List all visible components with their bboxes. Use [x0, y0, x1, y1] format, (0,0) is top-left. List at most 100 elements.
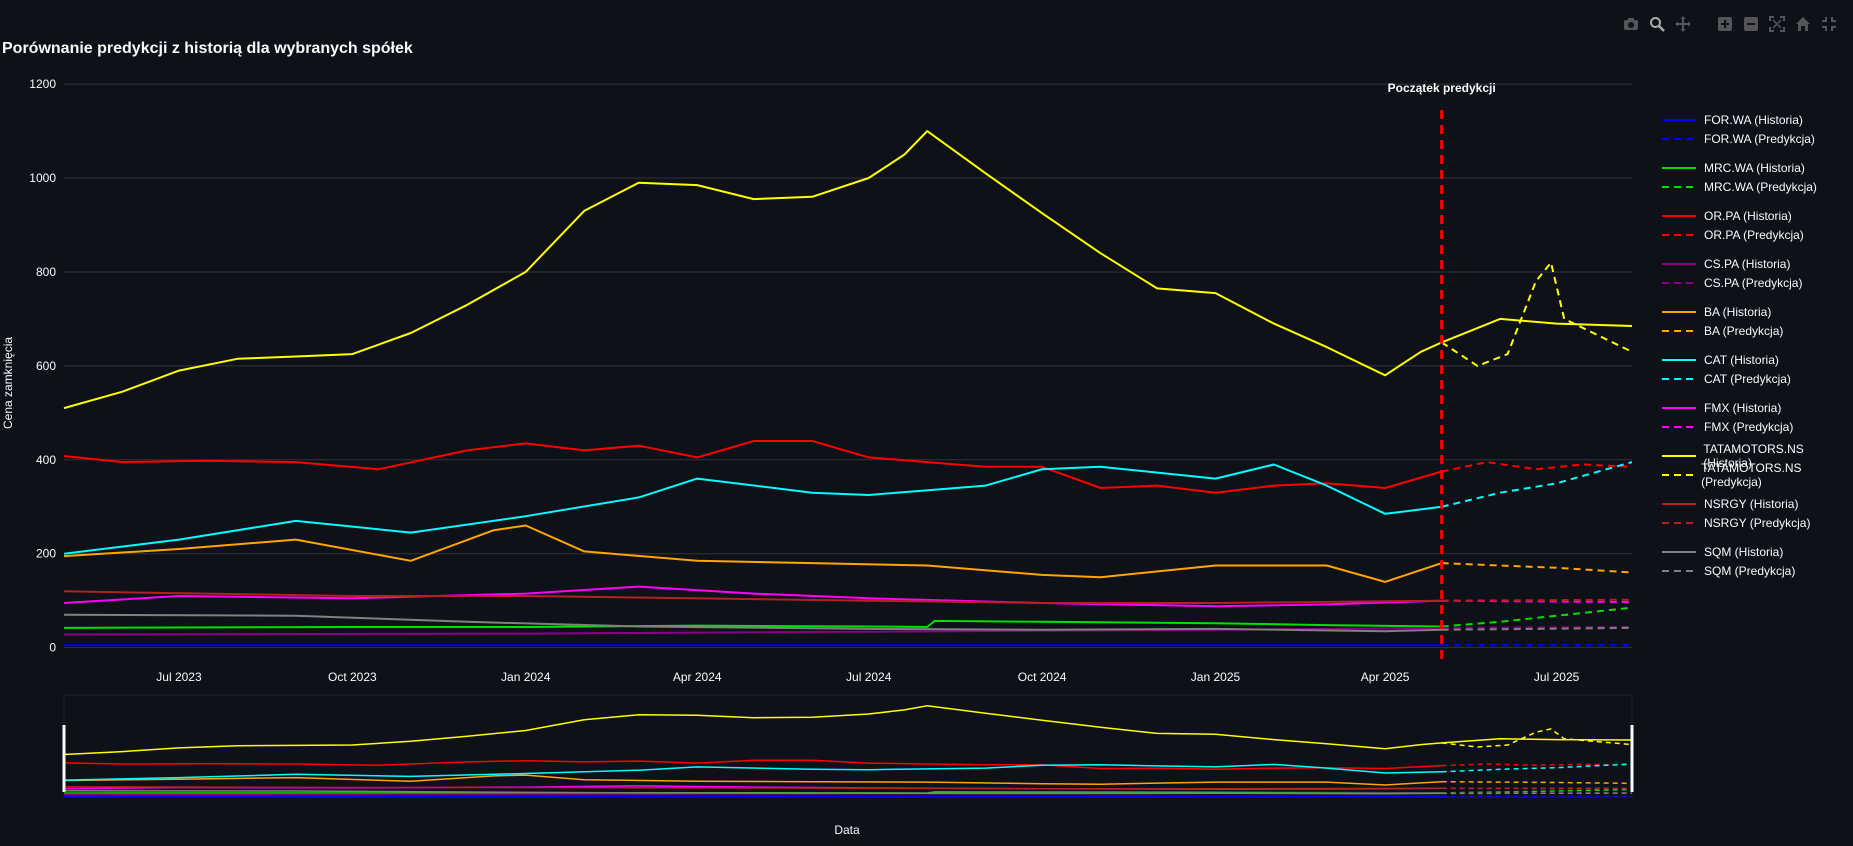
prediction-start-label: Początek predykcji — [1388, 81, 1496, 95]
legend-label: CAT (Historia) — [1704, 352, 1779, 367]
legend-spacer — [1660, 148, 1853, 158]
legend-label: NSRGY (Historia) — [1704, 496, 1799, 511]
legend-swatch — [1662, 137, 1696, 140]
legend-swatch — [1662, 329, 1696, 332]
legend-spacer — [1660, 196, 1853, 206]
series-line-tatamotors-ns-predykcja[interactable] — [1441, 261, 1633, 367]
series-line-cat-historia[interactable] — [63, 463, 1442, 555]
series-line-nsrgy-predykcja[interactable] — [1441, 598, 1633, 602]
legend-swatch — [1662, 310, 1696, 313]
legend-item[interactable]: FOR.WA (Predykcja) — [1660, 129, 1853, 148]
legend-label: CS.PA (Historia) — [1704, 256, 1791, 271]
range-slider-series — [63, 704, 1633, 756]
x-tick-label: Apr 2025 — [1361, 670, 1410, 684]
plot-area[interactable] — [63, 130, 1633, 647]
y-axis-ticks: 0 200 400 600 800 1000 1200 — [29, 77, 56, 655]
legend-item[interactable]: CS.PA (Predykcja) — [1660, 273, 1853, 292]
series-line-ba-predykcja[interactable] — [1441, 562, 1633, 574]
series-line-sqm-predykcja[interactable] — [1441, 626, 1633, 631]
x-axis-ticks: Jul 2023 Oct 2023 Jan 2024 Apr 2024 Jul 2024… — [156, 670, 1579, 684]
legend-label: BA (Historia) — [1704, 304, 1772, 319]
legend-swatch — [1662, 233, 1696, 236]
legend-item[interactable]: TATAMOTORS.NS (Predykcja) — [1660, 461, 1853, 489]
legend-label: OR.PA (Predykcja) — [1704, 227, 1804, 242]
legend-label: SQM (Predykcja) — [1704, 563, 1796, 578]
legend-swatch — [1662, 281, 1696, 284]
series-line-tatamotors-ns-historia[interactable] — [63, 130, 1633, 410]
range-slider-left-handle[interactable] — [62, 725, 66, 792]
x-tick-label: Jul 2025 — [1534, 670, 1580, 684]
legend-item[interactable]: BA (Historia) — [1660, 302, 1853, 321]
series-line-ba-historia[interactable] — [63, 524, 1443, 583]
camera-icon[interactable] — [1621, 14, 1641, 34]
legend-item[interactable]: SQM (Predykcja) — [1660, 561, 1853, 580]
legend-label: OR.PA (Historia) — [1704, 208, 1792, 223]
home-icon[interactable] — [1793, 14, 1813, 34]
range-slider-series — [63, 790, 1442, 795]
range-slider-right-handle[interactable] — [1630, 725, 1634, 792]
legend-item[interactable]: NSRGY (Historia) — [1660, 494, 1853, 513]
series-line-cat-predykcja[interactable] — [1441, 461, 1633, 508]
range-slider-background[interactable] — [63, 694, 1633, 798]
legend-swatch — [1662, 406, 1696, 409]
legend-swatch — [1662, 377, 1696, 380]
legend: FOR.WA (Historia) FOR.WA (Predykcja) MRC.W… — [1660, 110, 1853, 580]
legend-swatch — [1662, 262, 1696, 265]
x-axis-label: Data — [834, 823, 860, 837]
x-tick-label: Jan 2024 — [501, 670, 551, 684]
series-line-or-pa-predykcja[interactable] — [1441, 461, 1633, 473]
series-line-cs-pa-predykcja[interactable] — [1441, 626, 1633, 629]
y-axis-label: Cena zamknięcia — [1, 337, 15, 429]
legend-item[interactable]: CS.PA (Historia) — [1660, 254, 1853, 273]
prediction-start-annotation: Początek predykcji — [1388, 81, 1496, 660]
range-slider-series — [1441, 763, 1633, 767]
zoom-in-icon[interactable] — [1715, 14, 1735, 34]
legend-item[interactable]: SQM (Historia) — [1660, 542, 1853, 561]
legend-swatch — [1662, 214, 1696, 217]
legend-item[interactable]: FOR.WA (Historia) — [1660, 110, 1853, 129]
series-line-nsrgy-historia[interactable] — [63, 590, 1442, 604]
legend-item[interactable]: OR.PA (Historia) — [1660, 206, 1853, 225]
x-tick-label: Apr 2024 — [673, 670, 722, 684]
series-line-mrc-wa-historia[interactable] — [63, 619, 1442, 629]
legend-spacer — [1660, 532, 1853, 542]
legend-item[interactable]: OR.PA (Predykcja) — [1660, 225, 1853, 244]
y-tick-label: 0 — [49, 641, 56, 655]
legend-label: FMX (Historia) — [1704, 400, 1782, 415]
legend-item[interactable]: FMX (Predykcja) — [1660, 417, 1853, 436]
legend-swatch — [1662, 569, 1696, 572]
y-tick-label: 1200 — [29, 77, 56, 91]
legend-item[interactable]: MRC.WA (Predykcja) — [1660, 177, 1853, 196]
y-tick-label: 400 — [36, 453, 56, 467]
series-line-fmx-historia[interactable] — [63, 585, 1442, 608]
legend-swatch — [1662, 358, 1696, 361]
legend-item[interactable]: CAT (Predykcja) — [1660, 369, 1853, 388]
modebar — [1621, 14, 1839, 34]
y-tick-label: 1000 — [29, 171, 56, 185]
zoom-icon[interactable] — [1647, 14, 1667, 34]
legend-item[interactable]: CAT (Historia) — [1660, 350, 1853, 369]
legend-item[interactable]: NSRGY (Predykcja) — [1660, 513, 1853, 532]
range-slider-series — [1441, 763, 1633, 773]
legend-label: CAT (Predykcja) — [1704, 371, 1791, 386]
series-line-sqm-historia[interactable] — [63, 613, 1442, 633]
series-line-or-pa-historia[interactable] — [63, 440, 1442, 494]
series-line-mrc-wa-predykcja[interactable] — [1441, 606, 1633, 628]
legend-label: FOR.WA (Historia) — [1704, 112, 1803, 127]
range-slider-series — [1441, 728, 1633, 748]
legend-item[interactable]: BA (Predykcja) — [1660, 321, 1853, 340]
zoom-out-icon[interactable] — [1741, 14, 1761, 34]
legend-label: SQM (Historia) — [1704, 544, 1784, 559]
legend-swatch — [1662, 473, 1696, 476]
x-tick-label: Jan 2025 — [1191, 670, 1241, 684]
legend-item[interactable]: MRC.WA (Historia) — [1660, 158, 1853, 177]
pan-icon[interactable] — [1673, 14, 1693, 34]
autoscale-icon[interactable] — [1767, 14, 1787, 34]
legend-swatch — [1662, 454, 1696, 457]
legend-item[interactable]: FMX (Historia) — [1660, 398, 1853, 417]
fullscreen-icon[interactable] — [1819, 14, 1839, 34]
range-slider[interactable] — [62, 694, 1634, 798]
legend-item[interactable]: TATAMOTORS.NS (Historia) — [1660, 442, 1853, 470]
series-line-fmx-predykcja[interactable] — [1441, 599, 1633, 604]
